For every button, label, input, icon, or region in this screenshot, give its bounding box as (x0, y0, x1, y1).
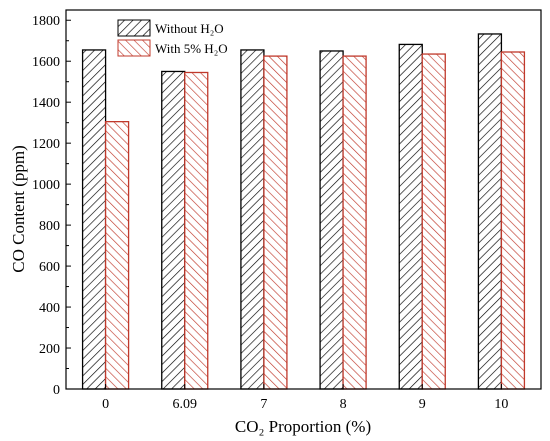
bar-with-5pct-h2o-10 (500, 51, 526, 390)
y-tick-label: 600 (39, 260, 60, 275)
bar-with-5pct-h2o-0 (104, 121, 130, 390)
bars-layer (81, 33, 526, 390)
legend-swatch-without-h2o (117, 19, 151, 37)
bar-without-h2o-10 (477, 33, 503, 390)
bar-with-5pct-h2o-8 (342, 55, 367, 390)
y-axis-ticks: 0 200 400 600 800 1000 1200 1400 1600 1800 (32, 14, 71, 398)
y-tick-label: 1400 (32, 96, 60, 111)
bar-with-5pct-h2o-6.09 (184, 71, 209, 390)
bar-without-h2o-9 (398, 43, 423, 390)
bar-without-h2o-0 (81, 49, 107, 390)
y-tick-label: 1600 (32, 55, 60, 70)
bar-without-h2o-8 (319, 50, 344, 390)
y-axis-title: CO Content (ppm) (9, 145, 28, 273)
y-tick-label: 1000 (32, 178, 60, 193)
plot-frame (65, 9, 542, 390)
x-axis-title: CO₂ Proportion (%) (235, 417, 371, 436)
bar-with-5pct-h2o-9 (421, 53, 446, 390)
legend-label-with-5pct-h2o: With 5% H₂O (155, 41, 228, 56)
x-axis-ticks: 0 6.09 7 8 9 10 (102, 384, 508, 412)
legend-swatch-with-5pct-h2o (117, 39, 151, 57)
x-tick-label: 7 (260, 397, 267, 412)
legend: Without H₂O With 5% H₂O (117, 19, 228, 57)
x-tick-label: 10 (494, 397, 508, 412)
bar-without-h2o-6.09 (161, 70, 186, 390)
y-tick-label: 400 (39, 301, 60, 316)
y-tick-label: 800 (39, 219, 60, 234)
bar-with-5pct-h2o-7 (263, 55, 288, 390)
x-tick-label: 8 (340, 397, 347, 412)
bar-without-h2o-7 (240, 49, 265, 390)
x-tick-label: 9 (419, 397, 426, 412)
y-tick-label: 1200 (32, 137, 60, 152)
y-tick-label: 1800 (32, 14, 60, 29)
y-tick-label: 200 (39, 342, 60, 357)
legend-label-without-h2o: Without H₂O (155, 21, 224, 36)
y-tick-label: 0 (53, 383, 60, 398)
x-tick-label: 6.09 (173, 397, 198, 412)
x-tick-label: 0 (102, 397, 109, 412)
